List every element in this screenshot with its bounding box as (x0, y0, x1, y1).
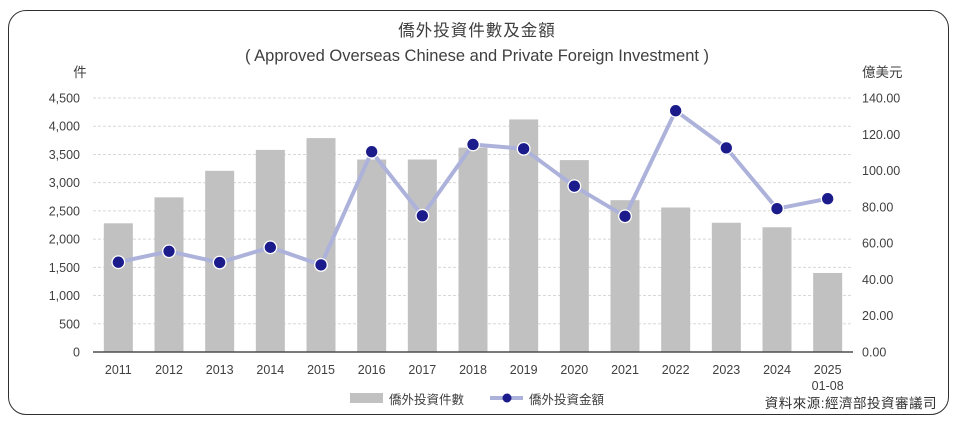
bar-2018 (458, 147, 488, 352)
bar-2022 (661, 207, 691, 352)
bar-2017 (407, 159, 437, 352)
legend-item-amount: 僑外投資金額 (490, 389, 604, 408)
left-axis-tick-3,000: 3,000 (49, 176, 80, 190)
point-2011 (111, 255, 126, 270)
x-axis-label-2014: 2014 (256, 363, 284, 377)
legend-label-cases: 僑外投資件數 (388, 392, 464, 407)
x-axis-label-2024: 2024 (763, 363, 791, 377)
bar-2023 (711, 222, 741, 352)
left-axis-tick-1,500: 1,500 (49, 261, 80, 275)
point-2016 (364, 144, 379, 159)
point-2022 (668, 103, 683, 118)
point-2017 (415, 208, 430, 223)
left-axis-unit-label: 件 (73, 65, 87, 80)
right-axis-tick-100.00: 100.00 (862, 164, 900, 178)
bar-2012 (154, 197, 184, 352)
legend-label-amount: 僑外投資金額 (529, 392, 605, 407)
right-axis-tick-80.00: 80.00 (862, 200, 893, 214)
right-axis-tick-40.00: 40.00 (862, 273, 893, 287)
chart-title: 僑外投資件數及金額 (398, 22, 556, 40)
line-series-dot-icon (502, 393, 511, 403)
x-axis-label-2015: 2015 (307, 363, 335, 377)
x-axis-label-2021: 2021 (611, 363, 639, 377)
right-axis-tick-0.00: 0.00 (862, 346, 886, 360)
left-axis-tick-4,000: 4,000 (49, 120, 80, 134)
right-axis-tick-120.00: 120.00 (862, 128, 900, 142)
point-2014 (263, 240, 278, 255)
left-axis-tick-0: 0 (73, 346, 80, 360)
x-axis-label-2016: 2016 (358, 363, 386, 377)
point-2021 (618, 209, 632, 224)
left-axis-tick-1,000: 1,000 (49, 289, 80, 303)
data-source-note: 資料來源:經濟部投資審議司 (764, 396, 937, 411)
right-axis-tick-20.00: 20.00 (862, 309, 893, 323)
point-2025 (820, 191, 835, 206)
chart-subtitle: ( Approved Overseas Chinese and Private … (244, 47, 710, 65)
x-axis-label-2019: 2019 (510, 363, 538, 377)
x-axis-label-2018: 2018 (459, 363, 487, 377)
x-axis-sublabel-2025: 01-08 (812, 379, 844, 393)
point-2019 (516, 141, 531, 156)
bar-2025 (813, 272, 843, 352)
bar-2024 (762, 227, 792, 352)
point-2013 (212, 255, 227, 270)
left-axis-tick-3,500: 3,500 (49, 148, 80, 162)
x-axis-label-2020: 2020 (560, 363, 588, 377)
right-axis-tick-60.00: 60.00 (862, 237, 893, 251)
x-axis-label-2017: 2017 (408, 363, 436, 377)
left-axis-tick-2,000: 2,000 (49, 233, 80, 247)
bar-2011 (103, 223, 133, 352)
point-2015 (314, 257, 328, 272)
x-axis-label-2012: 2012 (155, 363, 183, 377)
point-2012 (162, 244, 176, 259)
bar-2021 (610, 200, 640, 352)
right-axis-tick-140.00: 140.00 (862, 92, 900, 106)
point-2018 (466, 137, 480, 152)
x-axis-label-2022: 2022 (662, 363, 690, 377)
x-axis-label-2011: 2011 (105, 363, 132, 377)
left-axis-tick-4,500: 4,500 (49, 92, 80, 106)
bar-2016 (357, 159, 387, 352)
x-axis-label-2025: 2025 (814, 363, 842, 377)
line-series-marker-icon (490, 393, 523, 403)
x-axis-label-2023: 2023 (712, 363, 740, 377)
point-2023 (719, 140, 734, 155)
x-axis-label-2013: 2013 (206, 363, 234, 377)
point-2024 (770, 201, 784, 216)
bar-series-swatch-icon (349, 393, 383, 403)
chart-legend: 僑外投資件數 僑外投資金額 (0, 389, 954, 407)
left-axis-tick-500: 500 (59, 317, 80, 331)
right-axis-unit-label: 億美元 (862, 65, 903, 80)
point-2020 (567, 179, 582, 194)
legend-item-cases: 僑外投資件數 (349, 389, 464, 408)
left-axis-tick-2,500: 2,500 (49, 204, 80, 218)
